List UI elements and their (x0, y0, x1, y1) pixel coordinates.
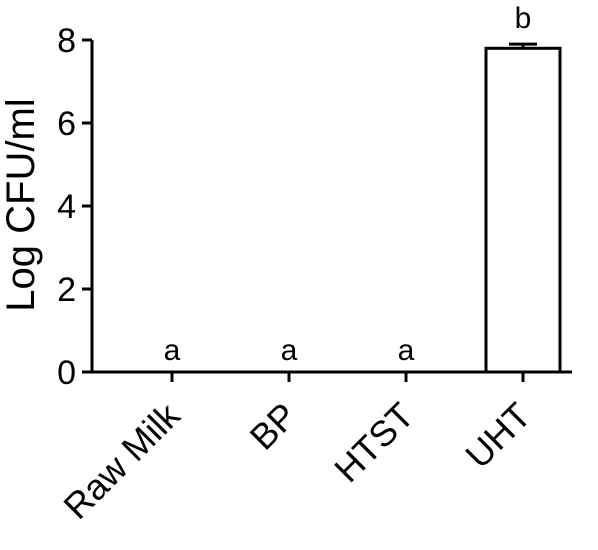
significance-labels: a a a b (164, 2, 532, 367)
bars (484, 42, 562, 374)
y-axis-title: Log CFU/ml (0, 98, 43, 311)
x-axis-ticks (170, 372, 525, 382)
y-tick-label: 6 (57, 105, 76, 143)
x-tick-label: HTST (326, 395, 421, 490)
significance-label: a (281, 334, 298, 367)
x-tick-label: UHT (457, 395, 538, 476)
y-axis-ticks: 0 2 4 6 8 (57, 22, 92, 392)
x-axis-labels: Raw Milk BP HTST UHT (55, 394, 538, 527)
x-tick-label: Raw Milk (55, 394, 188, 527)
significance-label: a (398, 334, 415, 367)
bar-uht (484, 46, 562, 374)
significance-label: a (164, 334, 181, 367)
x-tick-label: BP (242, 395, 305, 458)
significance-label: b (515, 2, 532, 35)
y-tick-label: 8 (57, 22, 76, 60)
y-tick-label: 0 (57, 354, 76, 392)
y-tick-label: 4 (57, 188, 76, 226)
y-tick-label: 2 (57, 271, 76, 309)
